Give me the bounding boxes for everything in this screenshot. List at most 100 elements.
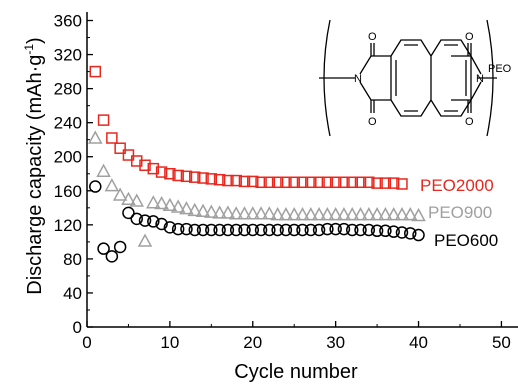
- series-label-peo2000: PEO2000: [420, 176, 494, 195]
- atom-o-top-left: O: [368, 31, 377, 43]
- data-point: [336, 207, 352, 221]
- data-point: [338, 176, 350, 189]
- data-point: [112, 187, 128, 201]
- data-point: [263, 223, 276, 237]
- y-tick-label: 240: [54, 114, 82, 133]
- data-point: [96, 163, 111, 177]
- data-point: [344, 207, 360, 221]
- x-tick-label: 40: [409, 333, 428, 352]
- x-axis-title: Cycle number: [234, 361, 358, 383]
- data-point: [246, 223, 260, 237]
- data-point: [172, 169, 184, 182]
- data-point: [361, 207, 377, 221]
- data-point: [187, 202, 203, 217]
- data-point: [230, 174, 242, 187]
- data-point: [412, 228, 425, 242]
- data-point: [321, 222, 334, 236]
- data-point: [371, 177, 383, 189]
- data-point: [321, 176, 334, 189]
- data-point: [387, 225, 400, 238]
- data-point: [245, 206, 261, 220]
- data-point: [279, 223, 293, 237]
- data-point: [303, 207, 319, 221]
- data-point: [345, 223, 359, 237]
- data-point: [254, 223, 268, 237]
- y-tick-label: 320: [54, 46, 82, 65]
- data-point: [129, 193, 144, 207]
- y-tick-label: 120: [54, 216, 82, 235]
- data-point: [106, 132, 118, 144]
- data-point: [379, 224, 392, 238]
- data-point: [369, 207, 385, 221]
- data-point: [139, 159, 151, 171]
- y-axis-title-superscript: -1: [22, 44, 36, 55]
- data-point: [278, 207, 294, 221]
- structure-left-imide-ring: [359, 55, 391, 101]
- atom-o-bottom-left: O: [368, 116, 377, 128]
- data-point: [97, 242, 110, 255]
- data-point: [329, 222, 342, 236]
- x-tick-label: 20: [243, 333, 262, 352]
- y-tick-label: 200: [54, 148, 82, 167]
- data-point: [113, 240, 127, 254]
- data-point: [378, 207, 393, 221]
- data-point: [263, 176, 276, 189]
- data-point: [155, 217, 168, 231]
- data-point: [188, 223, 201, 237]
- data-point: [138, 214, 152, 227]
- y-tick-label: 360: [54, 12, 82, 31]
- atom-n-right: N: [476, 73, 484, 85]
- y-axis-title-close: ): [24, 37, 46, 44]
- x-tick-label: 10: [160, 333, 179, 352]
- structure-naphthalene-core: [390, 39, 472, 117]
- data-point: [320, 207, 335, 221]
- data-point: [195, 203, 211, 217]
- data-point: [247, 175, 259, 188]
- data-point: [162, 197, 178, 212]
- y-tick-label: 80: [63, 250, 82, 269]
- data-point: [154, 195, 169, 210]
- data-point: [222, 174, 234, 187]
- data-point: [155, 166, 168, 178]
- y-tick-label: 40: [63, 284, 82, 303]
- data-point: [104, 178, 120, 192]
- atom-o-bottom-right: O: [465, 116, 474, 128]
- data-point: [255, 176, 267, 189]
- data-point: [229, 223, 243, 237]
- data-point: [313, 176, 325, 189]
- x-tick-label: 50: [492, 333, 511, 352]
- data-point: [370, 224, 384, 238]
- data-point: [379, 177, 392, 189]
- data-point: [121, 191, 136, 206]
- data-point: [221, 223, 235, 237]
- data-point: [213, 173, 226, 186]
- x-tick-label: 0: [82, 333, 91, 352]
- data-point: [147, 162, 160, 175]
- data-point: [312, 223, 326, 237]
- data-point: [271, 176, 284, 189]
- data-point: [296, 223, 309, 237]
- data-point: [204, 204, 219, 218]
- data-point: [137, 233, 153, 247]
- data-point: [362, 223, 376, 237]
- series-label-peo900: PEO900: [428, 203, 492, 222]
- data-marks: [88, 65, 426, 263]
- data-point: [395, 226, 409, 239]
- data-point: [197, 172, 209, 184]
- data-point: [394, 207, 410, 221]
- naphthalene-diimide-structure: [319, 19, 497, 137]
- axes: [86, 12, 518, 328]
- data-point: [386, 207, 401, 221]
- data-point: [337, 222, 351, 236]
- data-point: [296, 176, 309, 189]
- data-point: [304, 223, 318, 237]
- data-point: [396, 178, 408, 190]
- data-point: [205, 223, 218, 237]
- y-axis-title-main: Discharge capacity (mAh·g: [24, 55, 46, 295]
- structure-naphthalene-inner: [395, 44, 467, 112]
- data-point: [105, 250, 119, 263]
- data-point: [220, 205, 236, 219]
- series-peo900: [88, 130, 426, 247]
- data-point: [363, 176, 375, 189]
